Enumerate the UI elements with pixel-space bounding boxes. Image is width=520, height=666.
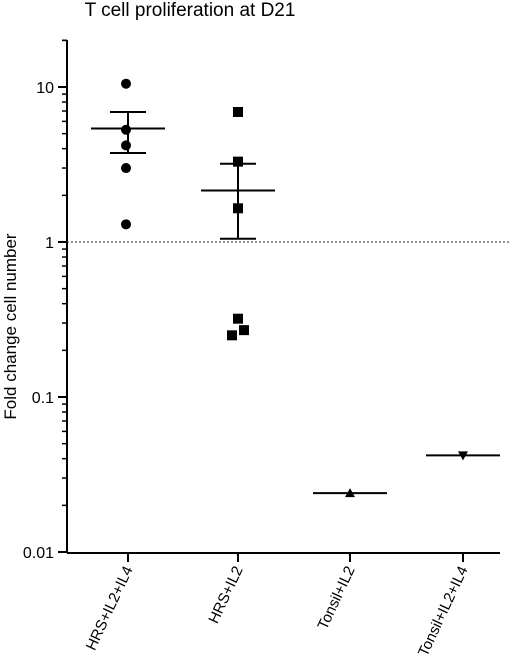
data-point <box>227 330 237 341</box>
data-point <box>233 156 243 167</box>
y-tick-label: 1 <box>45 235 54 252</box>
data-point <box>239 325 249 336</box>
data-point <box>121 124 131 135</box>
data-point <box>233 106 243 117</box>
data-point <box>233 313 243 324</box>
data-point <box>121 78 131 89</box>
y-tick-label: 0.01 <box>23 545 54 562</box>
x-tick-label: Tonsil+IL2 <box>314 564 358 633</box>
data-point <box>121 219 131 230</box>
y-tick-label: 10 <box>36 80 54 97</box>
y-tick-label: 0.1 <box>32 390 54 407</box>
data-point <box>121 163 131 174</box>
y-axis-label: Fold change cell number <box>1 233 20 420</box>
data-point <box>121 140 131 151</box>
x-tick-label: Tonsil+IL2+IL4 <box>415 564 472 660</box>
x-tick-label: HRS+IL2+IL4 <box>83 564 137 654</box>
x-tick-label: HRS+IL2 <box>205 564 246 627</box>
chart-title: T cell proliferation at D21 <box>84 0 296 21</box>
